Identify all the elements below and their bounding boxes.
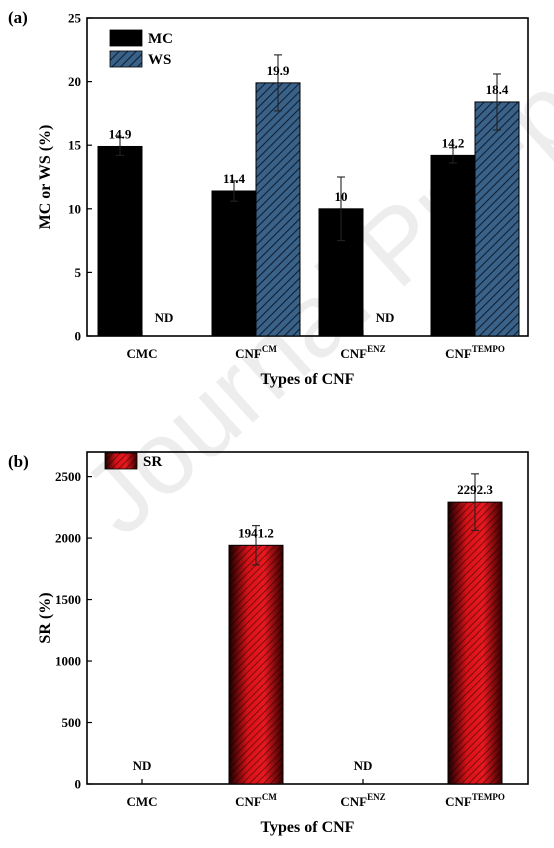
panel-a-x-tick-label: CNFENZ — [340, 344, 385, 361]
panel-a-nd-label: ND — [155, 310, 174, 325]
panel-b-x-tick-label: CNFCM — [235, 792, 277, 809]
panel-b-y-tick-label: 500 — [62, 715, 82, 730]
panel-a-bar-mc — [430, 154, 476, 337]
panel-b-y-axis-title: SR (%) — [37, 592, 54, 643]
panel-b-bar-hatch-overlay — [448, 502, 502, 784]
panel-b-data-label: 1941.2 — [238, 525, 274, 540]
panel-a-bar-mc — [211, 190, 257, 337]
panel-a-y-tick-label: 20 — [68, 74, 81, 89]
panel-b-legend-swatch-hatch — [105, 453, 137, 469]
panel-b-y-tick-label: 0 — [75, 777, 82, 792]
panel-b-y-tick-label: 2500 — [55, 469, 81, 484]
panel-a-x-axis-title: Types of CNF — [261, 371, 355, 388]
panel-b-bar-hatch-overlay — [229, 545, 283, 784]
panel-a-y-axis-title: MC or WS (%) — [37, 125, 54, 230]
panel-b-y-tick-label: 1500 — [55, 592, 81, 607]
panel-b-x-axis-title: Types of CNF — [261, 819, 355, 836]
panel-a-bar-mc — [97, 145, 143, 337]
panel-b-nd-label: ND — [133, 758, 152, 773]
panel-b-nd-label: ND — [354, 758, 373, 773]
panel-b-y-tick-label: 1000 — [55, 654, 81, 669]
panel-a-data-label: 19.9 — [267, 63, 290, 78]
panel-a-plot-frame — [86, 17, 529, 337]
panel-a-legend-swatch-ws — [109, 50, 143, 68]
panel-a-legend-label-mc: MC — [148, 31, 173, 47]
panel-a-x-tick-label: CNFTEMPO — [445, 344, 505, 361]
panel-a-y-tick-label: 15 — [68, 138, 82, 153]
panel-a-x-tick-label: CNFCM — [235, 344, 277, 361]
panel-a-y-tick-label: 5 — [75, 265, 82, 280]
panel-label-a: (a) — [8, 8, 28, 27]
panel-a-data-label: 14.9 — [109, 126, 132, 141]
panel-a-legend-label-ws: WS — [148, 52, 171, 68]
panel-a-bar-ws — [255, 82, 301, 337]
panel-a-legend-swatch-mc — [109, 29, 143, 47]
panel-b-plot-frame — [86, 451, 529, 785]
panel-a-y-tick-label: 0 — [75, 329, 82, 344]
panel-a-y-tick-label: 10 — [68, 201, 81, 216]
panel-b-y-tick-label: 2000 — [55, 531, 81, 546]
panel-b-x-tick-label: CNFENZ — [340, 792, 385, 809]
panel-a-data-label: 14.2 — [442, 135, 465, 150]
panel-a-data-label: 18.4 — [486, 82, 509, 97]
panel-a-y-tick-label: 25 — [68, 11, 82, 26]
panel-b-x-tick-label: CMC — [126, 794, 157, 809]
panel-a-bar-ws — [474, 101, 520, 337]
panel-label-b: (b) — [8, 452, 29, 471]
panel-b-data-label: 2292.3 — [457, 482, 493, 497]
panel-b-legend-label-sr: SR — [143, 454, 162, 470]
panel-a-x-tick-label: CMC — [126, 346, 157, 361]
panel-b-x-tick-label: CNFTEMPO — [445, 792, 505, 809]
panel-a-nd-label: ND — [376, 310, 395, 325]
panel-a-data-label: 11.4 — [223, 171, 246, 186]
panel-a-data-label: 10 — [335, 189, 348, 204]
